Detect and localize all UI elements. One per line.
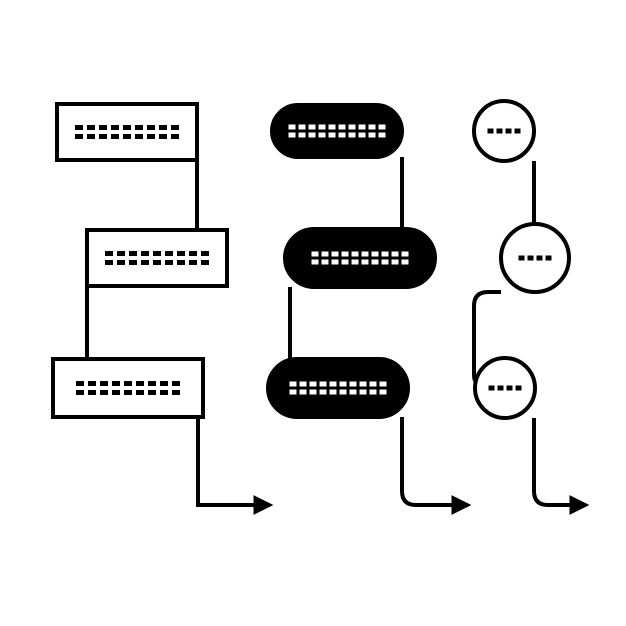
circles-node: [474, 101, 534, 161]
arrow-connector: [402, 417, 468, 505]
column-circles: [474, 101, 586, 505]
pills-node: [272, 105, 402, 157]
rects-node: [53, 359, 203, 417]
flowchart-diagram: [0, 0, 626, 626]
rects-node: [87, 230, 227, 286]
column-pills: [268, 105, 468, 505]
arrow-connector: [198, 417, 270, 505]
arrow-connector: [534, 418, 586, 505]
rects-node: [57, 104, 197, 160]
pills-node: [268, 359, 408, 417]
pills-node: [285, 229, 435, 287]
circles-node: [501, 224, 569, 292]
column-rects: [53, 104, 270, 505]
circles-node: [475, 358, 535, 418]
